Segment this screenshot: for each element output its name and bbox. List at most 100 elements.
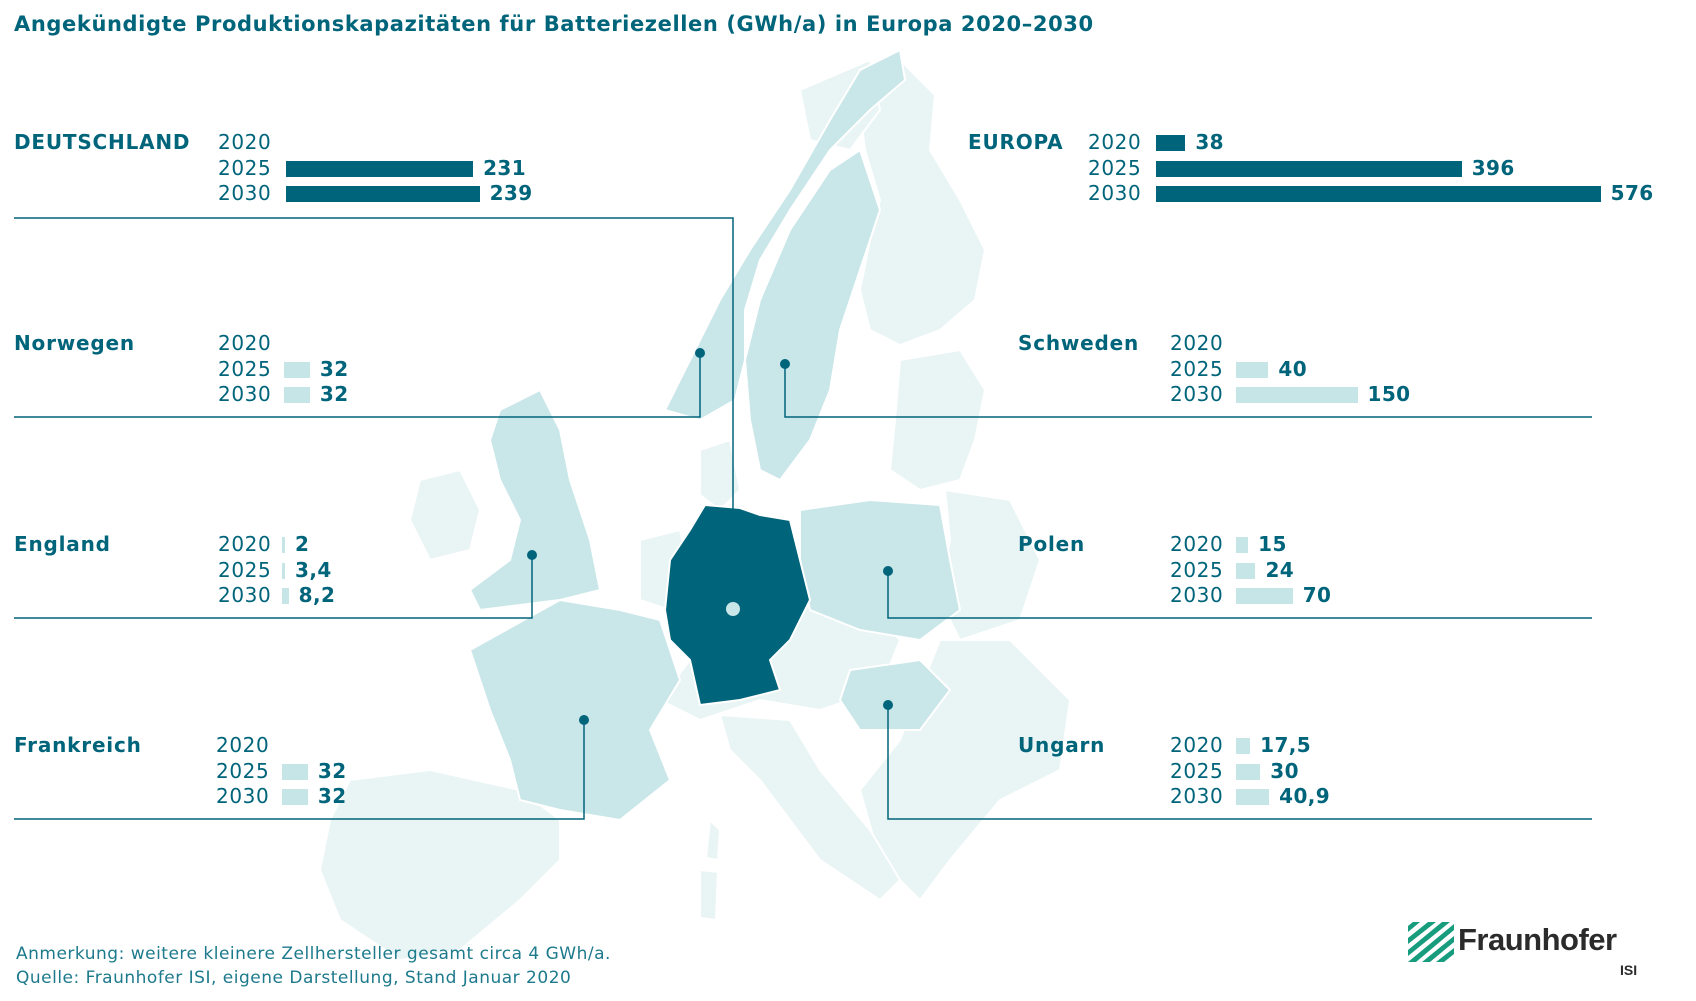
- year-label-england-2030: 2030: [218, 583, 272, 607]
- bar-norwegen-2030: [284, 387, 310, 403]
- bar-polen-2020: [1236, 537, 1249, 553]
- group-label-england: England: [14, 532, 111, 556]
- connector-england: [14, 555, 533, 619]
- bar-schweden-2025: [1236, 361, 1269, 378]
- bar-frankreich-2030: [282, 789, 308, 805]
- connector-schweden: [784, 367, 1592, 418]
- value-label-england-2020: 2: [295, 532, 310, 556]
- group-label-schweden: Schweden: [1018, 331, 1140, 355]
- bar-england-2030: [282, 588, 289, 604]
- marker-norwegen: [695, 348, 705, 358]
- year-label-polen-2025: 2025: [1170, 557, 1224, 582]
- remark-note: Anmerkung: weitere kleinere Zellherstell…: [16, 944, 611, 964]
- bar-europa-2030: [1156, 186, 1601, 202]
- group-label-ungarn: Ungarn: [1018, 733, 1106, 757]
- year-label-england-2025: 2025: [218, 557, 272, 582]
- bar-ungarn-2025: [1236, 763, 1261, 780]
- bar-ungarn-2030: [1236, 789, 1270, 805]
- value-label-norwegen-2025: 32: [319, 356, 349, 381]
- marker-frankreich: [579, 715, 589, 725]
- logo-sub: ISI: [1620, 962, 1638, 978]
- group-label-frankreich: Frankreich: [14, 733, 142, 757]
- value-label-deutschland-2030: 239: [489, 181, 533, 205]
- year-label-norwegen-2020: 2020: [218, 331, 272, 355]
- year-label-ungarn-2025: 2025: [1170, 758, 1224, 783]
- marker-ungarn: [883, 700, 893, 710]
- value-label-ungarn-2025: 30: [1270, 758, 1299, 783]
- connector-norwegen: [14, 353, 701, 418]
- map-islands: [699, 817, 722, 922]
- value-label-europa-2030: 576: [1610, 181, 1654, 205]
- map-france: [468, 598, 682, 822]
- year-label-deutschland-2020: 2020: [218, 130, 272, 154]
- group-label-norwegen: Norwegen: [14, 331, 135, 355]
- value-label-norwegen-2030: 32: [319, 382, 349, 406]
- year-label-frankreich-2025: 2025: [216, 758, 270, 783]
- value-label-frankreich-2025: 32: [317, 758, 347, 783]
- value-label-deutschland-2025: 231: [483, 155, 527, 180]
- map-hungary: [838, 658, 952, 731]
- connector-polen: [887, 571, 1592, 619]
- marker-deutschland: [726, 602, 740, 616]
- map-finland: [858, 58, 987, 347]
- connector-frankreich: [14, 720, 585, 820]
- map-uk: [468, 388, 602, 612]
- map-iberia: [318, 768, 561, 962]
- bar-england-2020: [282, 537, 285, 553]
- bar-polen-2030: [1236, 588, 1293, 604]
- bar-polen-2025: [1236, 562, 1256, 579]
- bar-norwegen-2025: [284, 361, 310, 378]
- year-label-europa-2030: 2030: [1088, 181, 1142, 205]
- value-label-england-2030: 8,2: [298, 583, 336, 607]
- connector-ungarn: [887, 705, 1592, 820]
- source-note: Quelle: Fraunhofer ISI, eigene Darstellu…: [16, 968, 572, 988]
- bar-deutschland-2030: [286, 186, 480, 202]
- year-label-norwegen-2030: 2030: [218, 382, 272, 406]
- group-label-deutschland: DEUTSCHLAND: [14, 130, 191, 154]
- year-label-polen-2030: 2030: [1170, 583, 1224, 607]
- map-denmark: [699, 438, 742, 512]
- connector-deutschland: [14, 217, 734, 609]
- value-label-ungarn-2020: 17,5: [1260, 733, 1312, 757]
- bar-ungarn-2020: [1236, 738, 1251, 754]
- marker-schweden: [780, 359, 790, 369]
- fraunhofer-logo-icon: [1408, 922, 1454, 962]
- year-label-europa-2020: 2020: [1088, 130, 1142, 154]
- value-label-frankreich-2030: 32: [317, 784, 347, 808]
- value-label-schweden-2030: 150: [1367, 382, 1411, 406]
- year-label-ungarn-2030: 2030: [1170, 784, 1224, 808]
- map-norway: [663, 48, 907, 422]
- year-label-polen-2020: 2020: [1170, 532, 1224, 556]
- year-label-england-2020: 2020: [218, 532, 272, 556]
- value-label-polen-2025: 24: [1265, 557, 1295, 582]
- year-label-europa-2025: 2025: [1088, 155, 1142, 180]
- year-label-schweden-2030: 2030: [1170, 382, 1224, 406]
- bar-deutschland-2025: [286, 160, 474, 177]
- value-label-schweden-2025: 40: [1278, 356, 1308, 381]
- map-sweden: [743, 148, 882, 482]
- value-label-ungarn-2030: 40,9: [1279, 784, 1331, 808]
- value-label-england-2025: 3,4: [295, 557, 332, 582]
- value-label-polen-2020: 15: [1258, 532, 1287, 556]
- year-label-frankreich-2020: 2020: [216, 733, 270, 757]
- map-baltics: [888, 348, 987, 492]
- bar-europa-2025: [1156, 160, 1462, 177]
- year-label-ungarn-2020: 2020: [1170, 733, 1224, 757]
- year-label-deutschland-2030: 2030: [218, 181, 272, 205]
- year-label-deutschland-2025: 2025: [218, 155, 272, 180]
- year-label-schweden-2020: 2020: [1170, 331, 1224, 355]
- bar-england-2025: [282, 562, 285, 579]
- map-italy: [718, 713, 902, 902]
- value-label-europa-2020: 38: [1195, 130, 1224, 154]
- value-label-polen-2030: 70: [1302, 583, 1332, 607]
- map-balkans: [858, 639, 1072, 902]
- year-label-schweden-2025: 2025: [1170, 356, 1224, 381]
- bar-schweden-2030: [1236, 387, 1358, 403]
- year-label-norwegen-2025: 2025: [218, 356, 272, 381]
- chart-title: Angekündigte Produktionskapazitäten für …: [14, 12, 1094, 36]
- value-label-europa-2025: 396: [1471, 155, 1515, 180]
- logo-name: Fraunhofer: [1458, 922, 1617, 957]
- map-ireland: [408, 468, 482, 562]
- marker-england: [527, 550, 537, 560]
